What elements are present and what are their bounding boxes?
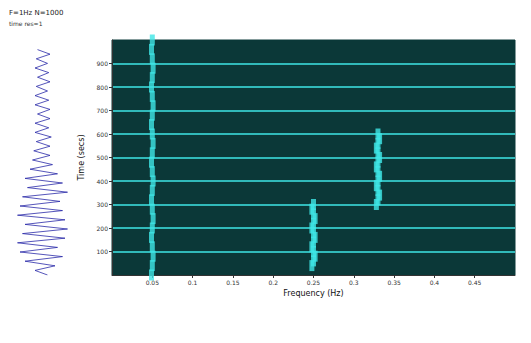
svg-text:900: 900 xyxy=(97,60,109,67)
svg-text:400: 400 xyxy=(97,178,109,185)
svg-text:Frequency (Hz): Frequency (Hz) xyxy=(283,289,343,298)
svg-text:F=1Hz N=1000: F=1Hz N=1000 xyxy=(9,9,63,17)
svg-text:0.1: 0.1 xyxy=(188,279,198,286)
svg-text:600: 600 xyxy=(97,131,109,138)
svg-text:700: 700 xyxy=(97,107,109,114)
svg-text:800: 800 xyxy=(97,84,109,91)
svg-text:Time (secs): Time (secs) xyxy=(77,134,86,181)
svg-text:0.05: 0.05 xyxy=(145,278,159,286)
svg-text:0.4: 0.4 xyxy=(430,279,440,286)
svg-text:0.3: 0.3 xyxy=(349,279,359,286)
svg-text:200: 200 xyxy=(97,225,109,232)
svg-text:100: 100 xyxy=(97,248,109,255)
svg-text:0.35: 0.35 xyxy=(387,279,401,286)
svg-text:0.45: 0.45 xyxy=(468,279,482,286)
svg-text:0.15: 0.15 xyxy=(226,279,240,286)
svg-text:0.25: 0.25 xyxy=(307,279,321,286)
svg-text:300: 300 xyxy=(97,201,109,208)
svg-text:time res=1: time res=1 xyxy=(9,20,43,27)
svg-text:500: 500 xyxy=(97,154,109,161)
svg-text:0.2: 0.2 xyxy=(268,279,278,286)
